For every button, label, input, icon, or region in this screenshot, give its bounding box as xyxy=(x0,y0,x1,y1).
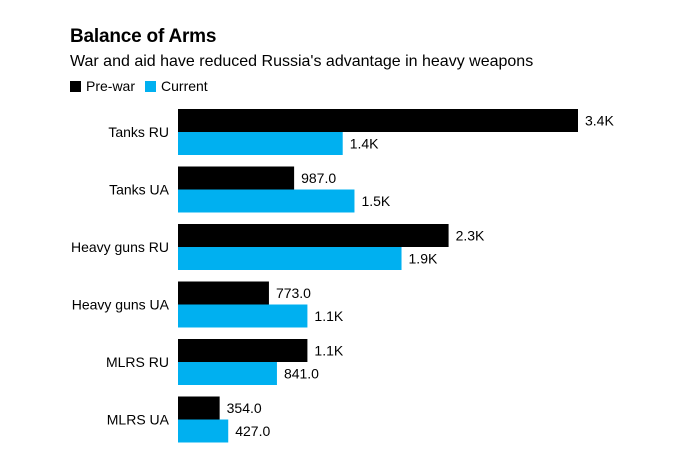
bar-pre-war-tanks-ua xyxy=(178,166,295,190)
bar-pre-war-tanks-ru xyxy=(178,109,578,132)
value-label-current-heavy-guns-ua: 1.1K xyxy=(314,308,343,324)
category-label-heavy-guns-ua: Heavy guns UA xyxy=(72,297,170,313)
category-label-tanks-ru: Tanks RU xyxy=(108,124,169,140)
bar-pre-war-mlrs-ru xyxy=(178,339,308,362)
value-label-pre-war-mlrs-ru: 1.1K xyxy=(314,343,343,359)
value-label-pre-war-tanks-ua: 987.0 xyxy=(301,170,336,186)
value-label-pre-war-heavy-guns-ru: 2.3K xyxy=(456,228,485,244)
bar-current-tanks-ru xyxy=(178,132,343,155)
bar-current-heavy-guns-ua xyxy=(178,304,308,328)
category-label-mlrs-ru: MLRS RU xyxy=(106,354,169,370)
legend-swatch-current xyxy=(145,80,157,92)
value-label-current-mlrs-ua: 427.0 xyxy=(235,423,270,439)
chart-legend: Pre-war Current xyxy=(70,78,218,94)
category-label-mlrs-ua: MLRS UA xyxy=(107,412,170,428)
value-label-current-heavy-guns-ru: 1.9K xyxy=(409,251,438,267)
bar-current-tanks-ua xyxy=(178,189,355,213)
bar-current-mlrs-ua xyxy=(178,419,229,443)
value-label-current-tanks-ua: 1.5K xyxy=(361,193,390,209)
legend-item-pre-war: Pre-war xyxy=(70,78,135,94)
value-label-pre-war-tanks-ru: 3.4K xyxy=(585,113,614,129)
bar-pre-war-heavy-guns-ru xyxy=(178,224,449,247)
value-label-current-mlrs-ru: 841.0 xyxy=(284,366,319,382)
legend-label-current: Current xyxy=(161,78,208,94)
chart-subtitle: War and aid have reduced Russia's advant… xyxy=(70,53,534,70)
chart-title: Balance of Arms xyxy=(70,26,217,47)
category-label-tanks-ua: Tanks UA xyxy=(109,182,170,198)
bar-current-heavy-guns-ru xyxy=(178,247,402,270)
category-label-heavy-guns-ru: Heavy guns RU xyxy=(71,239,169,255)
bar-current-mlrs-ru xyxy=(178,362,277,385)
value-label-pre-war-heavy-guns-ua: 773.0 xyxy=(276,285,311,301)
legend-swatch-pre-war xyxy=(70,80,81,92)
value-label-current-tanks-ru: 1.4K xyxy=(350,136,379,152)
legend-label-pre-war: Pre-war xyxy=(86,78,136,94)
value-label-pre-war-mlrs-ua: 354.0 xyxy=(227,400,262,416)
bar-pre-war-heavy-guns-ua xyxy=(178,281,269,305)
bar-pre-war-mlrs-ua xyxy=(178,396,220,420)
legend-item-current: Current xyxy=(145,78,208,94)
